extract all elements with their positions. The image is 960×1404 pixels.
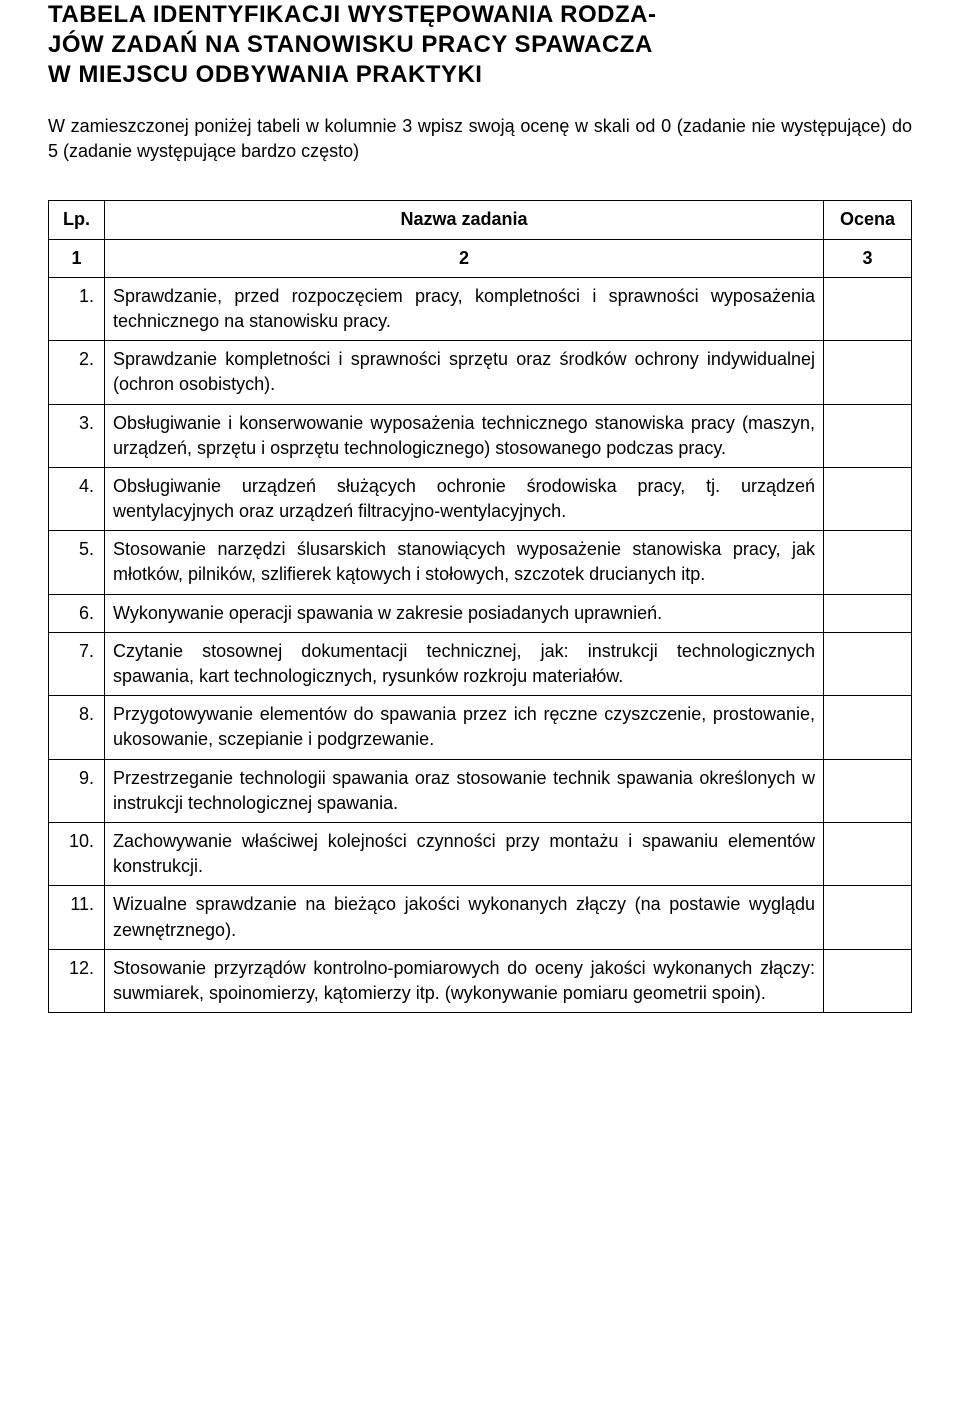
row-text: Czytanie stosownej dokumentacji technicz…: [105, 632, 824, 695]
table-subheader-row: 1 2 3: [49, 239, 912, 277]
row-text: Wykonywanie operacji spawania w zakresie…: [105, 594, 824, 632]
row-lp: 9.: [49, 759, 105, 822]
subheader-3: 3: [824, 239, 912, 277]
row-text: Przestrzeganie technologii spawania oraz…: [105, 759, 824, 822]
row-text: Sprawdzanie, przed rozpoczęciem pracy, k…: [105, 277, 824, 340]
table-row: 1.Sprawdzanie, przed rozpoczęciem pracy,…: [49, 277, 912, 340]
row-lp: 11.: [49, 886, 105, 949]
table-row: 11.Wizualne sprawdzanie na bieżąco jakoś…: [49, 886, 912, 949]
row-ocena-input-cell[interactable]: [824, 759, 912, 822]
table-header-row: Lp. Nazwa zadania Ocena: [49, 201, 912, 239]
table-row: 3.Obsługiwanie i konserwowanie wyposażen…: [49, 404, 912, 467]
row-ocena-input-cell[interactable]: [824, 531, 912, 594]
row-text: Obsługiwanie urządzeń służących ochronie…: [105, 467, 824, 530]
row-text: Stosowanie przyrządów kontrolno-pomiarow…: [105, 949, 824, 1012]
title-line-1: TABELA IDENTYFIKACJI WYSTĘPOWANIA RODZA-: [48, 1, 656, 28]
row-ocena-input-cell[interactable]: [824, 949, 912, 1012]
row-text: Sprawdzanie kompletności i sprawności sp…: [105, 341, 824, 404]
table-row: 6.Wykonywanie operacji spawania w zakres…: [49, 594, 912, 632]
table-row: 2.Sprawdzanie kompletności i sprawności …: [49, 341, 912, 404]
row-lp: 8.: [49, 696, 105, 759]
row-ocena-input-cell[interactable]: [824, 467, 912, 530]
subheader-2: 2: [105, 239, 824, 277]
row-ocena-input-cell[interactable]: [824, 277, 912, 340]
col-header-ocena: Ocena: [824, 201, 912, 239]
tasks-table: Lp. Nazwa zadania Ocena 1 2 3 1.Sprawdza…: [48, 200, 912, 1013]
row-lp: 3.: [49, 404, 105, 467]
row-lp: 10.: [49, 822, 105, 885]
row-lp: 4.: [49, 467, 105, 530]
document-page: TABELA IDENTYFIKACJI WYSTĘPOWANIA RODZA-…: [0, 0, 960, 1053]
table-row: 9.Przestrzeganie technologii spawania or…: [49, 759, 912, 822]
row-text: Zachowywanie właściwej kolejności czynno…: [105, 822, 824, 885]
subheader-1: 1: [49, 239, 105, 277]
row-ocena-input-cell[interactable]: [824, 822, 912, 885]
table-row: 12.Stosowanie przyrządów kontrolno-pomia…: [49, 949, 912, 1012]
table-row: 7.Czytanie stosownej dokumentacji techni…: [49, 632, 912, 695]
table-row: 4.Obsługiwanie urządzeń służących ochron…: [49, 467, 912, 530]
row-ocena-input-cell[interactable]: [824, 341, 912, 404]
table-row: 8.Przygotowywanie elementów do spawania …: [49, 696, 912, 759]
page-title: TABELA IDENTYFIKACJI WYSTĘPOWANIA RODZA-…: [48, 0, 912, 90]
row-ocena-input-cell[interactable]: [824, 632, 912, 695]
row-text: Wizualne sprawdzanie na bieżąco jakości …: [105, 886, 824, 949]
row-lp: 1.: [49, 277, 105, 340]
row-lp: 6.: [49, 594, 105, 632]
row-ocena-input-cell[interactable]: [824, 404, 912, 467]
title-line-2: JÓW ZADAŃ NA STANOWISKU PRACY SPAWACZA: [48, 31, 653, 58]
row-text: Przygotowywanie elementów do spawania pr…: [105, 696, 824, 759]
row-ocena-input-cell[interactable]: [824, 886, 912, 949]
col-header-lp: Lp.: [49, 201, 105, 239]
table-row: 10.Zachowywanie właściwej kolejności czy…: [49, 822, 912, 885]
row-text: Stosowanie narzędzi ślusarskich stanowią…: [105, 531, 824, 594]
row-lp: 2.: [49, 341, 105, 404]
title-line-3: W MIEJSCU ODBYWANIA PRAKTYKI: [48, 61, 482, 88]
row-text: Obsługiwanie i konserwowanie wyposażenia…: [105, 404, 824, 467]
row-lp: 7.: [49, 632, 105, 695]
row-lp: 12.: [49, 949, 105, 1012]
row-ocena-input-cell[interactable]: [824, 696, 912, 759]
table-row: 5.Stosowanie narzędzi ślusarskich stanow…: [49, 531, 912, 594]
row-lp: 5.: [49, 531, 105, 594]
intro-paragraph: W zamieszczonej poniżej tabeli w kolumni…: [48, 114, 912, 164]
col-header-name: Nazwa zadania: [105, 201, 824, 239]
row-ocena-input-cell[interactable]: [824, 594, 912, 632]
